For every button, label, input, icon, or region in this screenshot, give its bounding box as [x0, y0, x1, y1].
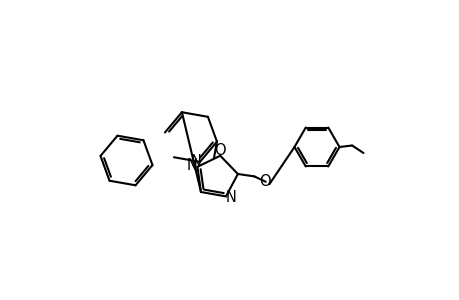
Text: O: O — [214, 143, 225, 158]
Text: N: N — [225, 190, 236, 206]
Text: N: N — [186, 158, 197, 173]
Text: O: O — [259, 174, 270, 189]
Text: N: N — [190, 154, 202, 169]
